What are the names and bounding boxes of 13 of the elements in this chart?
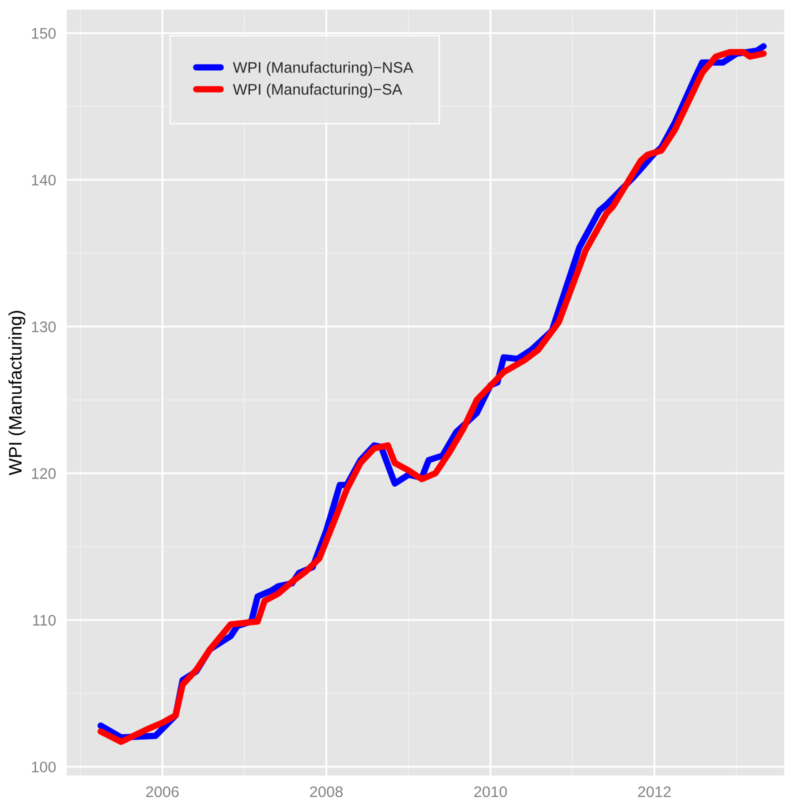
legend-label: WPI (Manufacturing)−SA <box>232 84 402 98</box>
x-tick-label: 2010 <box>474 786 507 798</box>
x-tick-label: 2006 <box>146 786 179 798</box>
y-tick-label: 150 <box>32 28 56 39</box>
y-tick-label: 130 <box>32 321 56 332</box>
legend-label: WPI (Manufacturing)−NSA <box>232 62 414 76</box>
y-tick-label: 100 <box>32 762 56 772</box>
y-tick-label: 120 <box>32 468 56 479</box>
x-tick-label: 2008 <box>310 786 343 798</box>
y-tick-label: 140 <box>32 174 56 186</box>
y-tick-label: 110 <box>33 614 56 626</box>
y-axis-title: WPI (Manufacturing) <box>8 310 26 476</box>
x-tick-label: 2012 <box>638 786 671 798</box>
